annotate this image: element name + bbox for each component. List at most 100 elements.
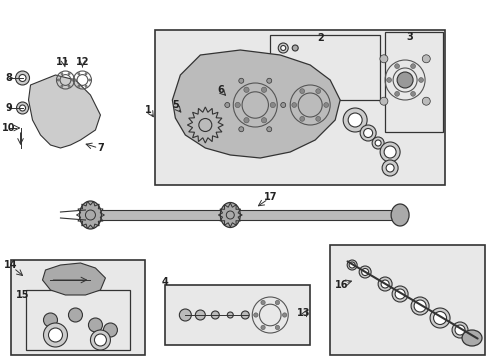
- Text: 1: 1: [145, 105, 151, 115]
- Circle shape: [224, 103, 229, 108]
- Circle shape: [422, 55, 429, 63]
- Circle shape: [275, 325, 279, 330]
- Circle shape: [379, 142, 399, 162]
- Circle shape: [68, 308, 82, 322]
- Circle shape: [363, 129, 372, 138]
- Circle shape: [88, 318, 102, 332]
- Bar: [85, 210, 404, 220]
- Circle shape: [377, 277, 391, 291]
- Circle shape: [292, 45, 298, 51]
- Circle shape: [315, 116, 320, 121]
- Circle shape: [396, 72, 412, 88]
- Circle shape: [85, 85, 87, 87]
- Circle shape: [238, 78, 244, 83]
- Circle shape: [19, 75, 26, 81]
- Bar: [329, 245, 484, 355]
- Ellipse shape: [390, 204, 408, 226]
- Circle shape: [253, 313, 258, 317]
- Circle shape: [211, 311, 219, 319]
- Circle shape: [410, 297, 428, 315]
- Circle shape: [48, 328, 62, 342]
- Circle shape: [74, 79, 76, 81]
- Circle shape: [347, 113, 362, 127]
- Circle shape: [78, 85, 80, 87]
- Circle shape: [379, 55, 387, 63]
- Circle shape: [359, 125, 375, 141]
- Circle shape: [261, 325, 264, 330]
- Bar: [385, 32, 442, 132]
- Circle shape: [278, 43, 287, 53]
- Circle shape: [78, 73, 80, 75]
- Circle shape: [381, 160, 397, 176]
- Text: 13: 13: [296, 308, 309, 318]
- Polygon shape: [28, 75, 100, 148]
- Bar: [155, 30, 444, 185]
- Circle shape: [299, 116, 304, 121]
- Circle shape: [195, 310, 205, 320]
- Text: 5: 5: [172, 100, 178, 110]
- Circle shape: [386, 78, 391, 82]
- Circle shape: [261, 87, 266, 93]
- Circle shape: [380, 280, 388, 288]
- Text: 15: 15: [16, 290, 29, 300]
- Text: 14: 14: [4, 260, 17, 270]
- Text: 12: 12: [76, 57, 89, 67]
- Circle shape: [94, 334, 106, 346]
- Circle shape: [391, 286, 407, 302]
- Circle shape: [270, 102, 275, 108]
- Circle shape: [43, 313, 58, 327]
- Circle shape: [386, 164, 393, 172]
- Circle shape: [16, 71, 29, 85]
- Bar: [270, 35, 379, 100]
- Circle shape: [179, 309, 191, 321]
- Text: 9: 9: [5, 103, 12, 113]
- Circle shape: [429, 308, 449, 328]
- Circle shape: [422, 97, 429, 105]
- Text: 3: 3: [406, 32, 413, 42]
- Circle shape: [244, 118, 248, 123]
- Circle shape: [358, 266, 370, 278]
- Circle shape: [343, 108, 366, 132]
- Circle shape: [410, 91, 415, 96]
- Text: 2: 2: [316, 33, 323, 43]
- Text: 16: 16: [335, 280, 348, 290]
- Circle shape: [323, 103, 328, 107]
- Circle shape: [299, 89, 304, 94]
- Circle shape: [57, 79, 59, 81]
- Text: 4: 4: [162, 277, 168, 287]
- Circle shape: [266, 127, 271, 132]
- Circle shape: [315, 89, 320, 94]
- Circle shape: [20, 105, 25, 111]
- Text: 17: 17: [263, 192, 276, 202]
- Circle shape: [61, 73, 63, 75]
- Circle shape: [275, 300, 279, 305]
- Circle shape: [348, 262, 354, 268]
- Bar: [165, 285, 309, 345]
- Circle shape: [103, 323, 117, 337]
- Ellipse shape: [79, 201, 101, 229]
- Circle shape: [346, 260, 356, 270]
- Text: 7: 7: [97, 143, 103, 153]
- Circle shape: [418, 78, 423, 82]
- Circle shape: [241, 311, 249, 319]
- Circle shape: [88, 79, 91, 81]
- Text: 6: 6: [217, 85, 223, 95]
- Ellipse shape: [461, 330, 481, 346]
- Circle shape: [261, 300, 264, 305]
- Circle shape: [68, 85, 70, 87]
- Circle shape: [413, 300, 425, 312]
- Circle shape: [384, 146, 395, 158]
- Circle shape: [227, 312, 233, 318]
- Circle shape: [61, 85, 63, 87]
- Circle shape: [394, 289, 404, 299]
- Circle shape: [280, 45, 285, 50]
- Circle shape: [266, 78, 271, 83]
- Circle shape: [261, 118, 266, 123]
- Circle shape: [71, 79, 74, 81]
- Text: 11: 11: [56, 57, 69, 67]
- Circle shape: [394, 91, 399, 96]
- Circle shape: [235, 102, 240, 108]
- Circle shape: [68, 73, 70, 75]
- Circle shape: [238, 127, 244, 132]
- Circle shape: [17, 102, 28, 114]
